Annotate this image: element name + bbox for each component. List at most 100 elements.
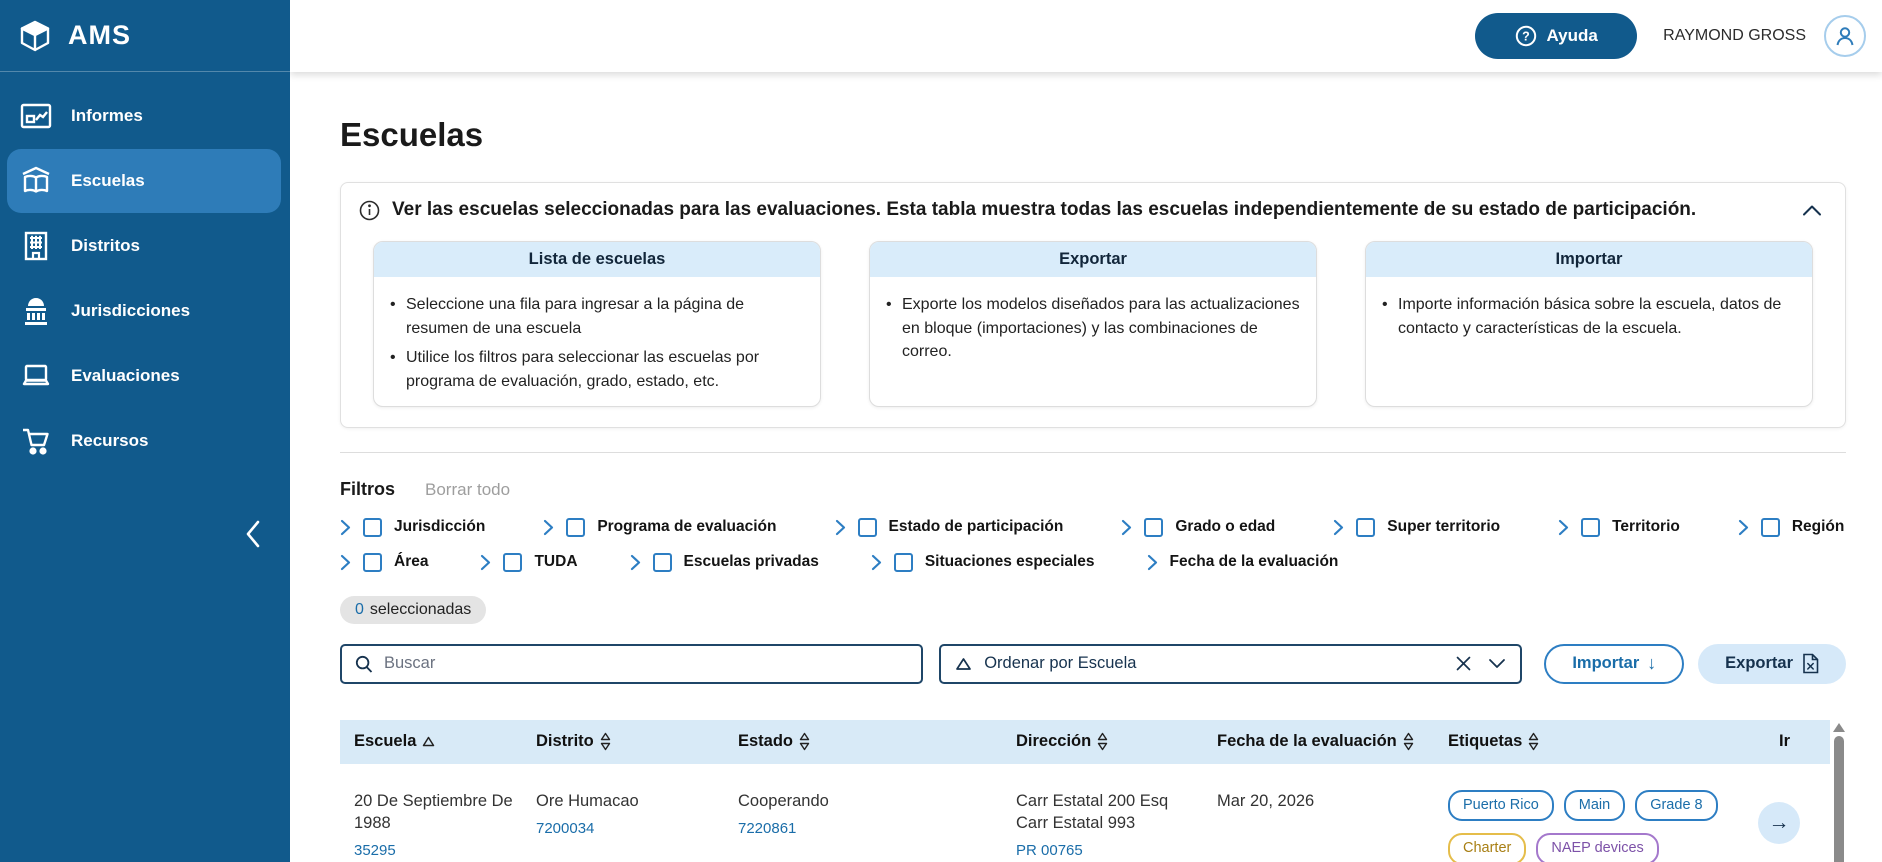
sidebar-item-escuelas[interactable]: Escuelas (7, 149, 281, 213)
filter-situaciones-especiales[interactable]: Situaciones especiales (871, 552, 1095, 572)
scrollbar-up-arrow[interactable] (1833, 722, 1845, 732)
info-card-bullet: Utilice los filtros para seleccionar las… (384, 346, 806, 393)
address-zip-link[interactable]: PR 00765 (1016, 842, 1083, 860)
sidebar-item-jurisdicciones[interactable]: Jurisdicciones (7, 279, 281, 343)
svg-text:?: ? (1522, 29, 1530, 43)
import-button[interactable]: Importar ↓ (1544, 643, 1685, 684)
filter-checkbox[interactable] (1760, 517, 1780, 537)
help-button-label: Ayuda (1546, 26, 1598, 45)
sort-select[interactable]: Ordenar por Escuela (939, 643, 1523, 684)
info-card-importar: Importar Importe información básica sobr… (1365, 241, 1813, 407)
sidebar-item-label: Jurisdicciones (71, 301, 191, 320)
main-content: Escuelas Ver las escuelas seleccionadas … (290, 72, 1882, 862)
info-banner: Ver las escuelas seleccionadas para las … (340, 182, 1846, 428)
filter-escuelas-privadas[interactable]: Escuelas privadas (630, 552, 819, 572)
sidebar-item-evaluaciones[interactable]: Evaluaciones (7, 344, 281, 408)
table-scrollbar[interactable] (1832, 719, 1846, 862)
filter-label: Grado o edad (1175, 518, 1276, 536)
district-name: Ore Humacao (536, 791, 639, 810)
chevron-right-icon (1121, 519, 1132, 536)
filter-estado-de-participacion[interactable]: Estado de participación (835, 517, 1063, 537)
filter-territorio[interactable]: Territorio (1558, 517, 1680, 537)
column-header-label: Distrito (536, 732, 594, 751)
search-input[interactable] (384, 654, 910, 674)
column-header-fecha[interactable]: Fecha de la evaluación (1217, 732, 1448, 751)
selected-count-badge: 0 seleccionadas (340, 595, 487, 624)
column-header-escuela[interactable]: Escuela (354, 732, 536, 751)
cube-logo-icon (18, 19, 52, 53)
column-header-label: Ir (1778, 732, 1790, 751)
filter-checkbox[interactable] (566, 517, 586, 537)
filter-checkbox[interactable] (1144, 517, 1164, 537)
assessment-date: Mar 20, 2026 (1217, 791, 1315, 810)
filter-jurisdiccion[interactable]: Jurisdicción (340, 517, 485, 537)
sidebar-collapse-button[interactable] (238, 516, 268, 556)
filter-region[interactable]: Región (1738, 517, 1844, 537)
filter-row-2: Área TUDA Escuelas privadas Situaciones … (340, 552, 1846, 572)
filter-checkbox[interactable] (363, 552, 382, 572)
filter-grado-o-edad[interactable]: Grado o edad (1121, 517, 1276, 537)
table-row[interactable]: 20 De Septiembre De 1988 35295 Ore Humac… (340, 763, 1830, 862)
sidebar-item-label: Recursos (71, 431, 149, 450)
filter-area[interactable]: Área (340, 552, 428, 572)
help-button[interactable]: ? Ayuda (1475, 13, 1638, 59)
sidebar-item-distritos[interactable]: Distritos (7, 214, 281, 278)
sort-ascending-icon (955, 657, 972, 671)
avatar[interactable] (1824, 15, 1866, 57)
column-header-estado[interactable]: Estado (738, 732, 1016, 751)
schools-icon (19, 164, 53, 198)
filter-super-territorio[interactable]: Super territorio (1333, 517, 1500, 537)
collapse-banner-button[interactable] (1797, 197, 1827, 223)
sort-select-value: Ordenar por Escuela (984, 654, 1137, 673)
filter-label: TUDA (534, 553, 578, 571)
clear-sort-icon[interactable] (1455, 655, 1472, 672)
filter-checkbox[interactable] (652, 552, 672, 572)
filter-tuda[interactable]: TUDA (480, 552, 578, 572)
filter-checkbox[interactable] (503, 552, 523, 572)
cell-state: Cooperando 7220861 (738, 764, 1016, 862)
column-header-direccion[interactable]: Dirección (1016, 732, 1217, 751)
district-id-link[interactable]: 7200034 (536, 819, 595, 837)
info-card-bullet: Exporte los modelos diseñados para las a… (880, 293, 1302, 364)
table-toolbar: Ordenar por Escuela Importar ↓ Exportar (340, 643, 1846, 684)
scrollbar-thumb[interactable] (1834, 735, 1844, 862)
filter-checkbox[interactable] (1356, 517, 1376, 537)
filter-label: Escuelas privadas (683, 553, 819, 571)
info-card-header: Importar (1366, 242, 1812, 277)
sidebar: AMS Informes Escuelas Distritos (0, 0, 290, 862)
sidebar-item-recursos[interactable]: Recursos (7, 409, 281, 473)
clear-all-filters-button[interactable]: Borrar todo (425, 479, 511, 499)
filter-fecha-de-la-evaluacion[interactable]: Fecha de la evaluación (1147, 553, 1338, 571)
chevron-left-icon (244, 519, 262, 554)
filter-checkbox[interactable] (857, 517, 877, 537)
export-button[interactable]: Exportar (1698, 643, 1846, 684)
question-circle-icon: ? (1515, 25, 1537, 47)
sort-both-icon (1528, 732, 1539, 751)
user-name: RAYMOND GROSS (1663, 27, 1806, 44)
app-title: AMS (68, 20, 131, 50)
go-to-school-button[interactable]: → (1758, 801, 1800, 844)
reports-icon (19, 99, 53, 133)
cell-district: Ore Humacao 7200034 (536, 764, 738, 862)
tag-pill: Charter (1448, 833, 1527, 862)
selected-count-label: seleccionadas (369, 600, 472, 618)
filter-programa-de-evaluacion[interactable]: Programa de evaluación (543, 517, 777, 537)
filter-label: Programa de evaluación (597, 518, 777, 536)
chevron-right-icon (1147, 554, 1158, 571)
cell-tags: Puerto Rico Main Grade 8 Charter NAEP de… (1448, 764, 1748, 862)
sidebar-item-label: Distritos (71, 236, 140, 255)
filter-checkbox[interactable] (1581, 517, 1601, 537)
column-header-distrito[interactable]: Distrito (536, 732, 738, 751)
state-id-link[interactable]: 7220861 (738, 819, 797, 837)
sort-asc-icon (422, 736, 435, 747)
cell-go: → (1748, 764, 1830, 862)
filter-checkbox[interactable] (893, 552, 913, 572)
filter-label: Situaciones especiales (924, 553, 1095, 571)
filter-row-1: Jurisdicción Programa de evaluación Esta… (340, 517, 1846, 537)
sidebar-item-informes[interactable]: Informes (7, 84, 281, 148)
filter-checkbox[interactable] (363, 517, 382, 537)
sort-both-icon (1097, 732, 1108, 751)
school-id-link[interactable]: 35295 (354, 842, 396, 860)
chevron-down-icon[interactable] (1488, 658, 1506, 669)
column-header-etiquetas[interactable]: Etiquetas (1448, 732, 1748, 751)
